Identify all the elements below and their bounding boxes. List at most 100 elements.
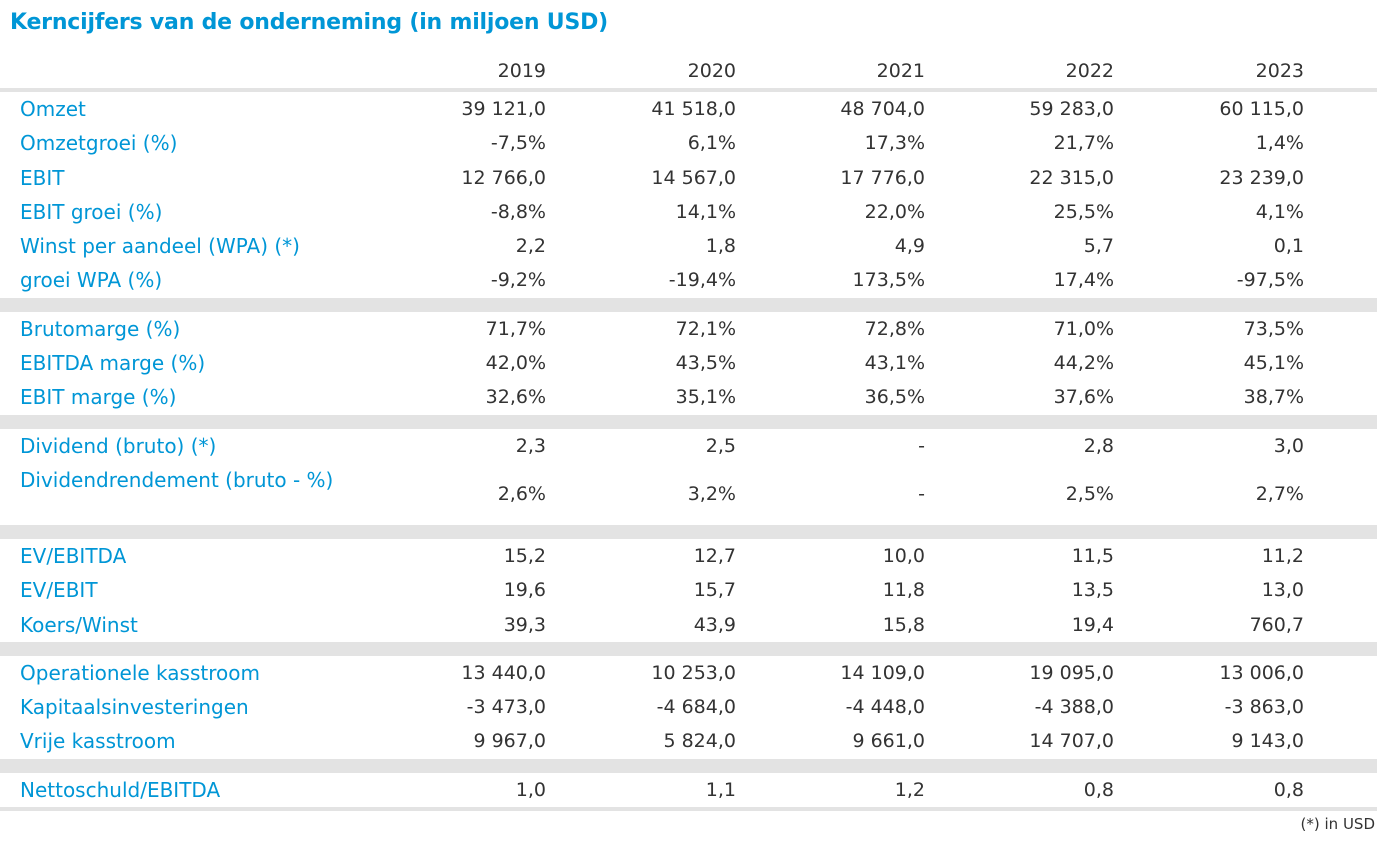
row-value: 19,4: [1071, 613, 1114, 636]
row-label: EBIT groei (%): [20, 199, 163, 224]
row-value: 42,0%: [485, 352, 546, 375]
row-value: 0,8: [1273, 778, 1304, 801]
row-value: 23 239,0: [1219, 166, 1304, 189]
row-value: 39 121,0: [461, 98, 546, 120]
row-label: Dividend (bruto) (*): [20, 433, 217, 458]
row-value: 2,7%: [1255, 482, 1304, 505]
row-value: 43,9: [693, 613, 736, 636]
row-value: 59 283,0: [1029, 98, 1114, 120]
row-label: EBITDA marge (%): [20, 351, 206, 376]
row-value: 72,1%: [675, 317, 736, 340]
row-value: 4,1%: [1255, 200, 1304, 223]
row-label: Omzetgroei (%): [20, 131, 178, 156]
row-value: 5 824,0: [663, 730, 736, 753]
row-value: 10,0: [882, 544, 925, 567]
row-label: EV/EBIT: [20, 578, 98, 603]
table-row: EBIT marge (%) 32,6% 35,1% 36,5% 37,6% 38,7%: [0, 380, 1377, 414]
row-value: 73,5%: [1243, 317, 1304, 340]
footnote: (*) in USD: [1300, 815, 1375, 833]
row-value: 2,8: [1083, 434, 1114, 457]
row-value: -97,5%: [1236, 269, 1304, 292]
row-value: -: [918, 482, 925, 505]
row-label: groei WPA (%): [20, 268, 163, 293]
table-row: Dividend (bruto) (*) 2,3 2,5 - 2,8 3,0: [0, 429, 1377, 463]
row-value: 41 518,0: [651, 98, 736, 120]
table-bottom-divider: [0, 807, 1377, 812]
row-value: 17 776,0: [840, 166, 925, 189]
row-value: -3 473,0: [466, 696, 546, 719]
year-header: 2023: [1255, 60, 1304, 82]
key-figures-table: Omzet 39 121,0 41 518,0 48 704,0 59 283,0 60 …: [0, 92, 1377, 812]
table-row: Kapitaalsinvesteringen -3 473,0 -4 684,0 -4…: [0, 690, 1377, 724]
row-value: 1,1: [705, 778, 736, 801]
row-value: 12 766,0: [461, 166, 546, 189]
section-separator: [0, 758, 1377, 773]
row-value: 15,8: [882, 613, 925, 636]
row-label: Operationele kasstroom: [20, 660, 260, 685]
row-label: EBIT: [20, 165, 65, 190]
row-value: -4 388,0: [1034, 696, 1114, 719]
row-value: -3 863,0: [1224, 696, 1304, 719]
row-label: EBIT marge (%): [20, 385, 177, 410]
row-value: 17,3%: [864, 132, 925, 155]
row-value: 14 567,0: [651, 166, 736, 189]
row-value: 173,5%: [852, 269, 925, 292]
row-value: 11,2: [1261, 544, 1304, 567]
table-row: Nettoschuld/EBITDA 1,0 1,1 1,2 0,8 0,8: [0, 773, 1377, 807]
row-value: 43,5%: [675, 352, 736, 375]
row-value: 37,6%: [1053, 386, 1114, 409]
table-row: groei WPA (%) -9,2% -19,4% 173,5% 17,4% -97,5…: [0, 263, 1377, 297]
table-row: EV/EBITDA 15,2 12,7 10,0 11,5 11,2: [0, 539, 1377, 573]
row-value: 3,0: [1273, 434, 1304, 457]
row-label: Nettoschuld/EBITDA: [20, 777, 221, 802]
row-value: 39,3: [503, 613, 546, 636]
row-value: 72,8%: [864, 317, 925, 340]
row-value: 32,6%: [485, 386, 546, 409]
row-value: -: [918, 434, 925, 457]
row-value: -19,4%: [668, 269, 736, 292]
row-value: 0,8: [1083, 778, 1114, 801]
row-value: 71,0%: [1053, 317, 1114, 340]
row-value: 2,2: [515, 235, 546, 258]
row-value: 43,1%: [864, 352, 925, 375]
row-label: Brutomarge (%): [20, 316, 181, 341]
row-value: 48 704,0: [840, 98, 925, 120]
table-row: Omzet 39 121,0 41 518,0 48 704,0 59 283,0 60 …: [0, 92, 1377, 126]
row-value: 2,5: [705, 434, 736, 457]
row-value: 4,9: [894, 235, 925, 258]
row-value: 13,5: [1071, 579, 1114, 602]
table-row: Brutomarge (%) 71,7% 72,1% 72,8% 71,0% 73,5%: [0, 312, 1377, 346]
row-value: 13,0: [1261, 579, 1304, 602]
table-row: EV/EBIT 19,6 15,7 11,8 13,5 13,0: [0, 573, 1377, 607]
row-label: Kapitaalsinvesteringen: [20, 695, 249, 720]
table-row: Koers/Winst 39,3 43,9 15,8 19,4 760,7: [0, 608, 1377, 642]
row-value: 14 109,0: [840, 661, 925, 684]
row-value: 12,7: [693, 544, 736, 567]
row-value: 2,5%: [1065, 482, 1114, 505]
row-value: 22 315,0: [1029, 166, 1114, 189]
row-value: 1,4%: [1255, 132, 1304, 155]
row-value: 45,1%: [1243, 352, 1304, 375]
header-divider: [0, 88, 1377, 92]
table-row: Operationele kasstroom 13 440,0 10 253,0 14…: [0, 656, 1377, 690]
section-separator: [0, 297, 1377, 312]
page-title: Kerncijfers van de onderneming (in miljo…: [10, 10, 609, 35]
row-value: 19,6: [503, 579, 546, 602]
row-value: 14 707,0: [1029, 730, 1114, 753]
row-value: -4 448,0: [845, 696, 925, 719]
row-label: Dividendrendement (bruto - %): [20, 467, 334, 492]
row-label: Winst per aandeel (WPA) (*): [20, 234, 300, 259]
year-header: 2021: [876, 60, 925, 82]
table-row: Winst per aandeel (WPA) (*) 2,2 1,8 4,9 5,7 0…: [0, 229, 1377, 263]
row-value: -9,2%: [490, 269, 546, 292]
row-value: 11,5: [1071, 544, 1114, 567]
row-value: 60 115,0: [1219, 98, 1304, 120]
row-value: 15,2: [503, 544, 546, 567]
row-value: 11,8: [882, 579, 925, 602]
row-value: 2,6%: [497, 482, 546, 505]
row-value: 13 006,0: [1219, 661, 1304, 684]
row-value: -4 684,0: [656, 696, 736, 719]
row-value: 1,8: [705, 235, 736, 258]
row-value: 1,2: [894, 778, 925, 801]
row-value: -7,5%: [490, 132, 546, 155]
